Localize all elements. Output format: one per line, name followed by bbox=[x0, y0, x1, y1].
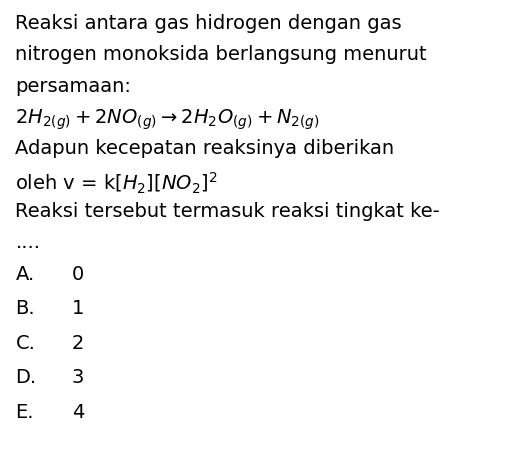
Text: 2: 2 bbox=[72, 334, 84, 353]
Text: 3: 3 bbox=[72, 368, 84, 387]
Text: 1: 1 bbox=[72, 299, 84, 318]
Text: nitrogen monoksida berlangsung menurut: nitrogen monoksida berlangsung menurut bbox=[15, 45, 427, 64]
Text: 4: 4 bbox=[72, 402, 84, 421]
Text: Reaksi antara gas hidrogen dengan gas: Reaksi antara gas hidrogen dengan gas bbox=[15, 14, 402, 33]
Text: oleh v = k$[H_2][NO_2]^2$: oleh v = k$[H_2][NO_2]^2$ bbox=[15, 171, 218, 196]
Text: ....: .... bbox=[15, 233, 41, 252]
Text: A.: A. bbox=[15, 265, 34, 284]
Text: $2H_{2(g)} + 2NO_{(g)} \rightarrow 2H_2O_{(g)} + N_{2(g)}$: $2H_{2(g)} + 2NO_{(g)} \rightarrow 2H_2O… bbox=[15, 108, 320, 132]
Text: C.: C. bbox=[15, 334, 35, 353]
Text: E.: E. bbox=[15, 402, 34, 421]
Text: persamaan:: persamaan: bbox=[15, 77, 131, 95]
Text: B.: B. bbox=[15, 299, 35, 318]
Text: Adapun kecepatan reaksinya diberikan: Adapun kecepatan reaksinya diberikan bbox=[15, 139, 395, 158]
Text: D.: D. bbox=[15, 368, 36, 387]
Text: 0: 0 bbox=[72, 265, 84, 284]
Text: Reaksi tersebut termasuk reaksi tingkat ke-: Reaksi tersebut termasuk reaksi tingkat … bbox=[15, 202, 440, 221]
